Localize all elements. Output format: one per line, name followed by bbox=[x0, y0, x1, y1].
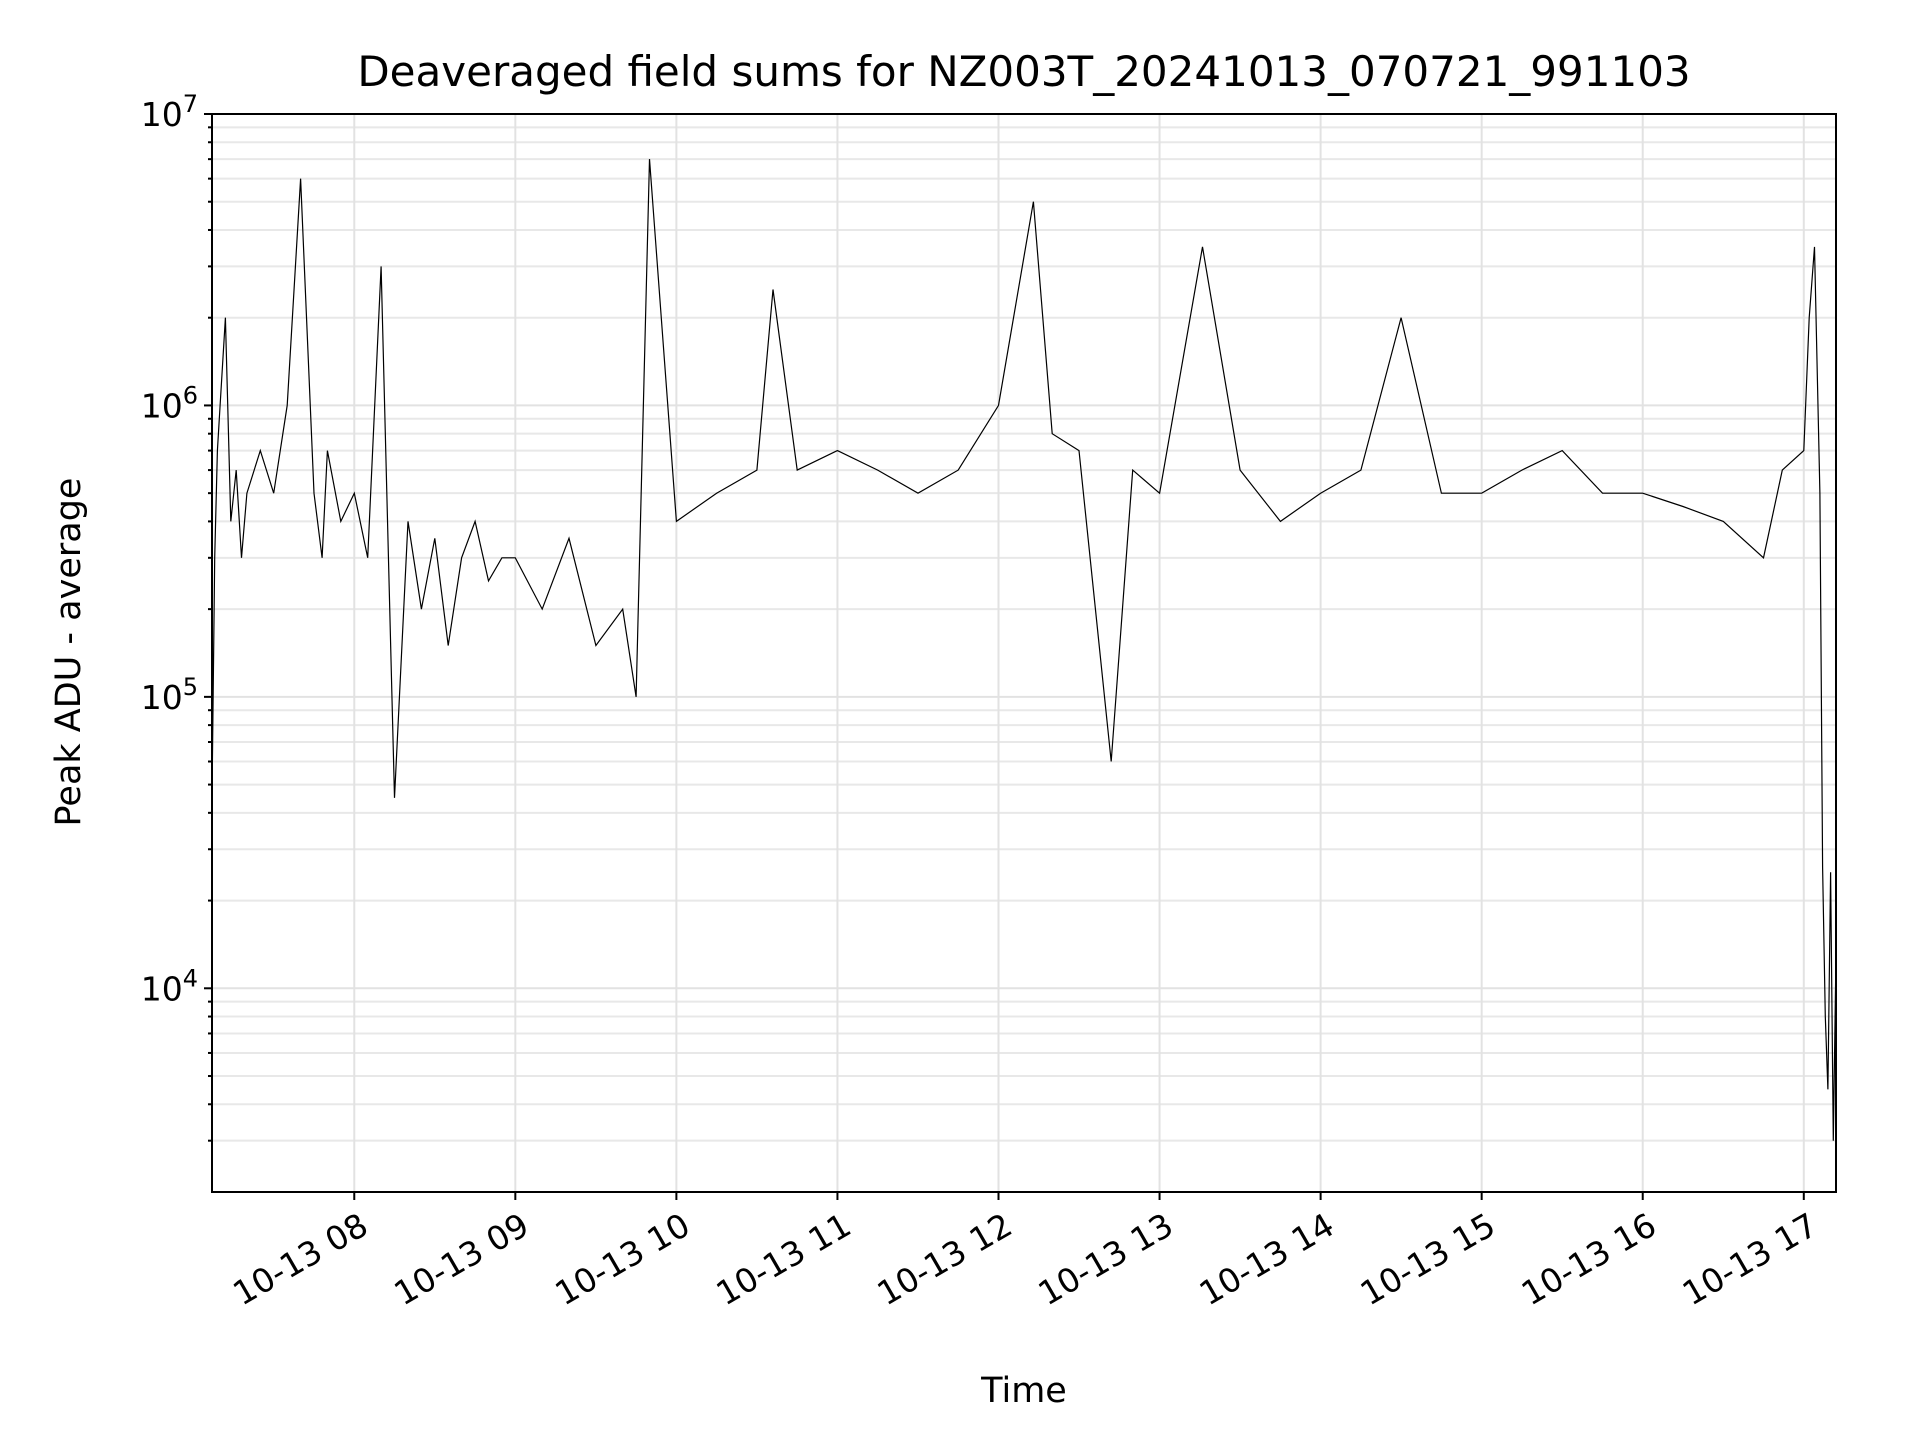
x-tick-label: 10-13 11 bbox=[709, 1205, 857, 1313]
x-tick-label: 10-13 08 bbox=[226, 1205, 374, 1313]
x-tick-label: 10-13 13 bbox=[1032, 1205, 1180, 1313]
x-axis-label: Time bbox=[980, 1371, 1067, 1411]
x-tick-label: 10-13 09 bbox=[387, 1205, 535, 1313]
y-tick-label: 104 bbox=[141, 964, 198, 1008]
y-tick-label: 106 bbox=[141, 381, 198, 425]
chart-title: Deaveraged field sums for NZ003T_2024101… bbox=[357, 47, 1690, 96]
series-layer bbox=[211, 159, 1837, 1141]
x-tick-label: 10-13 10 bbox=[548, 1205, 696, 1313]
x-tick-label: 10-13 14 bbox=[1193, 1205, 1341, 1313]
y-axis-label: Peak ADU - average bbox=[49, 478, 89, 827]
y-tick-label: 105 bbox=[141, 673, 198, 717]
x-tick-label: 10-13 12 bbox=[871, 1205, 1019, 1313]
plot-frame bbox=[211, 113, 1837, 1193]
x-tick-label: 10-13 17 bbox=[1676, 1205, 1824, 1313]
y-tick-label: 107 bbox=[141, 90, 198, 134]
x-tick-label: 10-13 16 bbox=[1515, 1205, 1663, 1313]
x-tick-label: 10-13 15 bbox=[1354, 1205, 1502, 1313]
grid-layer bbox=[212, 113, 1836, 1192]
series-line bbox=[211, 159, 1837, 1141]
